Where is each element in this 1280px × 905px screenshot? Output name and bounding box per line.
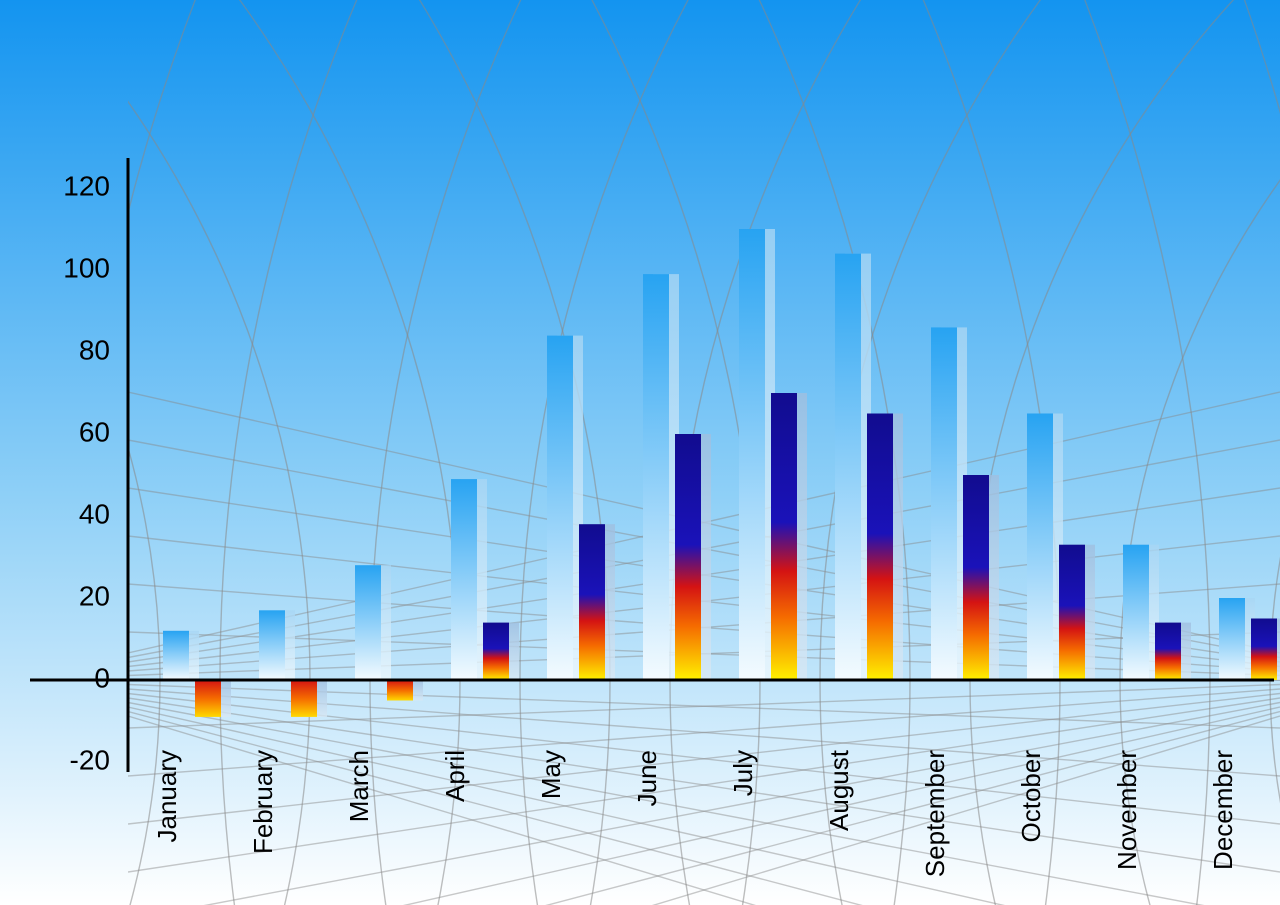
bar-series-a	[835, 254, 861, 680]
y-tick-label: 60	[79, 416, 110, 447]
bar-series-b	[675, 434, 701, 680]
bar-series-b	[291, 680, 317, 717]
x-tick-label: February	[248, 750, 278, 854]
y-tick-label: -20	[70, 744, 110, 775]
bar-series-b	[1059, 545, 1085, 680]
bar-series-a	[547, 336, 573, 680]
x-tick-label: March	[344, 750, 374, 822]
x-tick-label: August	[824, 749, 854, 831]
bar-series-a	[931, 327, 957, 680]
y-tick-label: 20	[79, 580, 110, 611]
bar-series-b	[483, 623, 509, 680]
bar-series-b	[867, 414, 893, 681]
x-tick-label: April	[440, 750, 470, 802]
monthly-bar-chart: -20 0 20 40 60 80 100 120 January February March Ap…	[0, 0, 1280, 905]
bar-series-a	[1123, 545, 1149, 680]
y-tick-label: 40	[79, 498, 110, 529]
bar-series-b	[771, 393, 797, 680]
bar-series-a	[355, 565, 381, 680]
bar-series-b	[1251, 619, 1277, 681]
bar-series-a	[1027, 414, 1053, 681]
bar-series-b	[387, 680, 413, 701]
x-tick-label: June	[632, 750, 662, 806]
bar-series-a	[163, 631, 189, 680]
chart-container: -20 0 20 40 60 80 100 120 January February March Ap…	[0, 0, 1280, 905]
y-tick-label: 120	[63, 170, 110, 201]
bar-series-b	[1155, 623, 1181, 680]
x-tick-label: May	[536, 750, 566, 799]
x-tick-label: November	[1112, 750, 1142, 870]
x-tick-label: October	[1016, 750, 1046, 843]
x-tick-label: January	[152, 750, 182, 843]
bar-series-a	[259, 610, 285, 680]
bar-series-a	[1219, 598, 1245, 680]
x-tick-label: December	[1208, 750, 1238, 870]
bar-series-b	[195, 680, 221, 717]
bar-series-b	[579, 524, 605, 680]
y-tick-label: 100	[63, 252, 110, 283]
bar-series-a	[451, 479, 477, 680]
bar-series-b	[963, 475, 989, 680]
bar-series-a	[643, 274, 669, 680]
x-tick-label: September	[920, 750, 950, 878]
y-tick-label: 0	[94, 662, 110, 693]
y-tick-label: 80	[79, 334, 110, 365]
x-tick-label: July	[728, 750, 758, 796]
bar-series-a	[739, 229, 765, 680]
